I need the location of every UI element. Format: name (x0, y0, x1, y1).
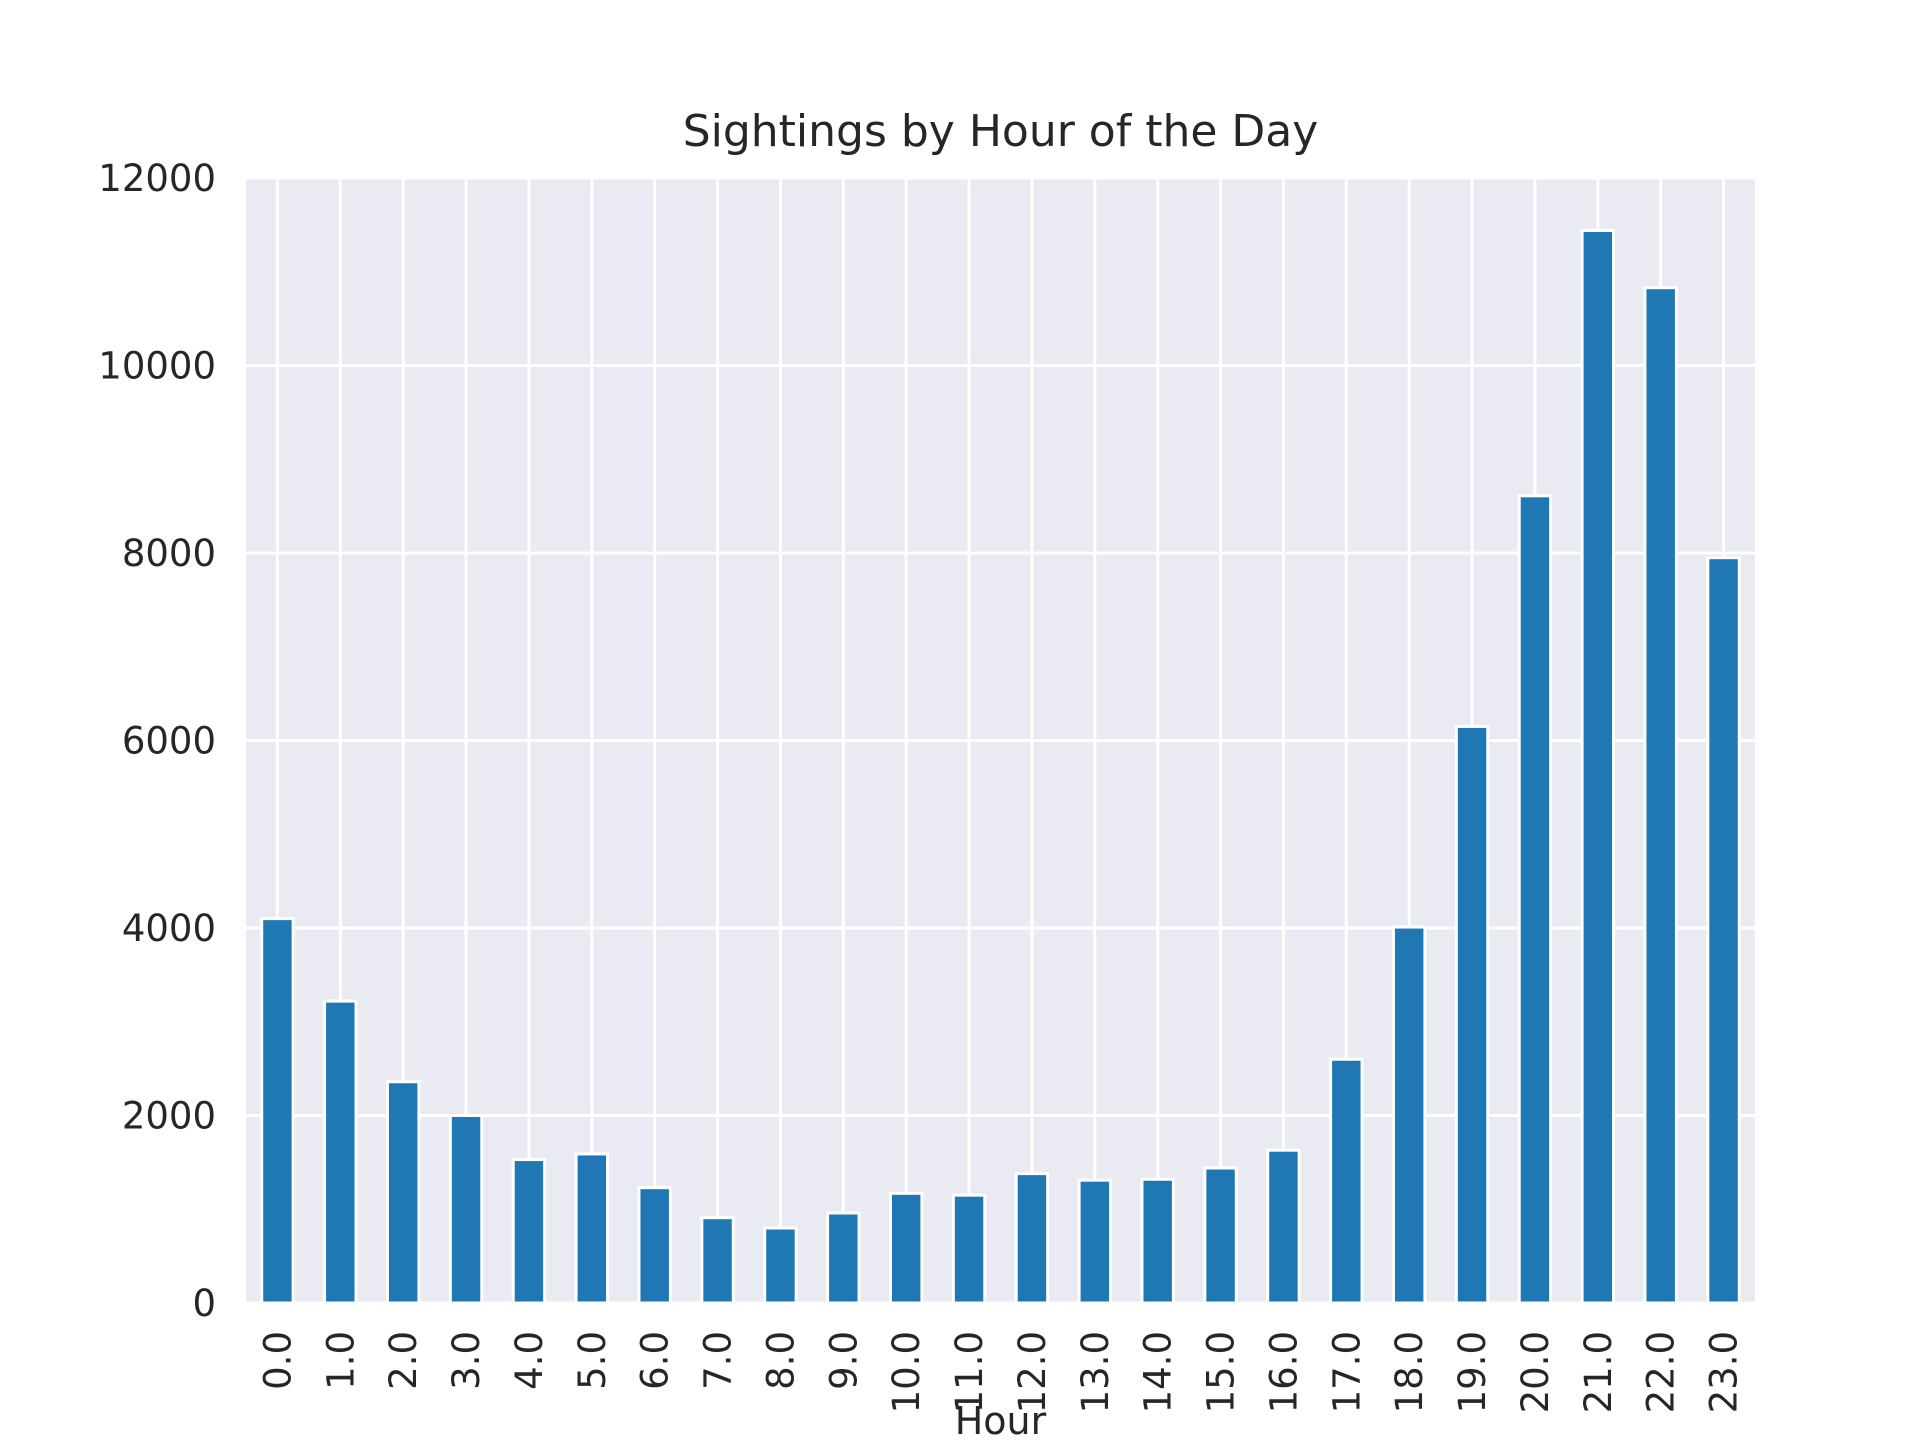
x-tick-label: 22.0 (1640, 1331, 1683, 1413)
bar (637, 1186, 672, 1305)
y-tick-label: 4000 (122, 907, 216, 950)
x-tick-label: 2.0 (382, 1331, 425, 1390)
y-axis-ticks: 0 2000 4000 6000 8000 10000 12000 (98, 157, 216, 1325)
bar (1077, 1178, 1113, 1305)
bar (1329, 1057, 1364, 1305)
y-tick-label: 10000 (98, 345, 216, 388)
bar (323, 999, 358, 1305)
bar (1454, 724, 1490, 1305)
x-tick-label: 4.0 (508, 1331, 551, 1390)
x-tick-label: 21.0 (1577, 1331, 1620, 1413)
bar (260, 917, 295, 1305)
bar (448, 1114, 484, 1305)
bars (260, 229, 1741, 1305)
bar (763, 1226, 798, 1305)
bar (385, 1080, 421, 1305)
x-tick-label: 6.0 (634, 1331, 677, 1390)
x-tick-label: 10.0 (885, 1331, 928, 1413)
x-tick-label: 13.0 (1074, 1331, 1117, 1413)
x-tick-label: 23.0 (1703, 1331, 1746, 1413)
bar (888, 1191, 924, 1305)
bar (1517, 494, 1553, 1305)
y-tick-label: 2000 (122, 1095, 216, 1138)
x-tick-label: 16.0 (1262, 1331, 1305, 1413)
x-tick-label: 7.0 (697, 1331, 740, 1390)
x-tick-label: 0.0 (256, 1331, 299, 1390)
x-tick-label: 14.0 (1137, 1331, 1180, 1413)
y-tick-label: 6000 (122, 720, 216, 763)
x-tick-label: 18.0 (1388, 1331, 1431, 1413)
bar (1203, 1166, 1238, 1305)
bar (1706, 556, 1741, 1305)
x-tick-label: 17.0 (1325, 1331, 1368, 1413)
x-tick-label: 11.0 (948, 1331, 991, 1413)
bar (1014, 1172, 1050, 1305)
x-tick-label: 8.0 (759, 1331, 802, 1390)
bar (1140, 1177, 1175, 1305)
x-tick-label: 12.0 (1011, 1331, 1054, 1413)
x-tick-label: 9.0 (822, 1331, 865, 1390)
bar (951, 1193, 987, 1305)
chart-title: Sightings by Hour of the Day (683, 106, 1319, 157)
bar (826, 1211, 861, 1305)
x-tick-label: 15.0 (1200, 1331, 1243, 1413)
y-tick-label: 0 (192, 1282, 216, 1325)
bar (700, 1216, 735, 1305)
bar (1391, 925, 1427, 1305)
x-tick-label: 19.0 (1451, 1331, 1494, 1413)
bar (1643, 286, 1678, 1305)
x-tick-label: 5.0 (571, 1331, 614, 1390)
bar (511, 1158, 547, 1305)
y-tick-label: 12000 (98, 157, 216, 200)
bar (1580, 229, 1616, 1305)
bar (1266, 1148, 1301, 1305)
x-tick-label: 20.0 (1514, 1331, 1557, 1413)
x-tick-label: 3.0 (445, 1331, 488, 1390)
x-axis-label: Hour (955, 1399, 1047, 1440)
y-tick-label: 8000 (122, 532, 216, 575)
bar (574, 1152, 610, 1305)
x-tick-label: 1.0 (319, 1331, 362, 1390)
x-axis-ticks: 0.0 1.0 2.0 3.0 4.0 5.0 6.0 7.0 8.0 9.0 10.0 11.0 12… (256, 1331, 1745, 1413)
